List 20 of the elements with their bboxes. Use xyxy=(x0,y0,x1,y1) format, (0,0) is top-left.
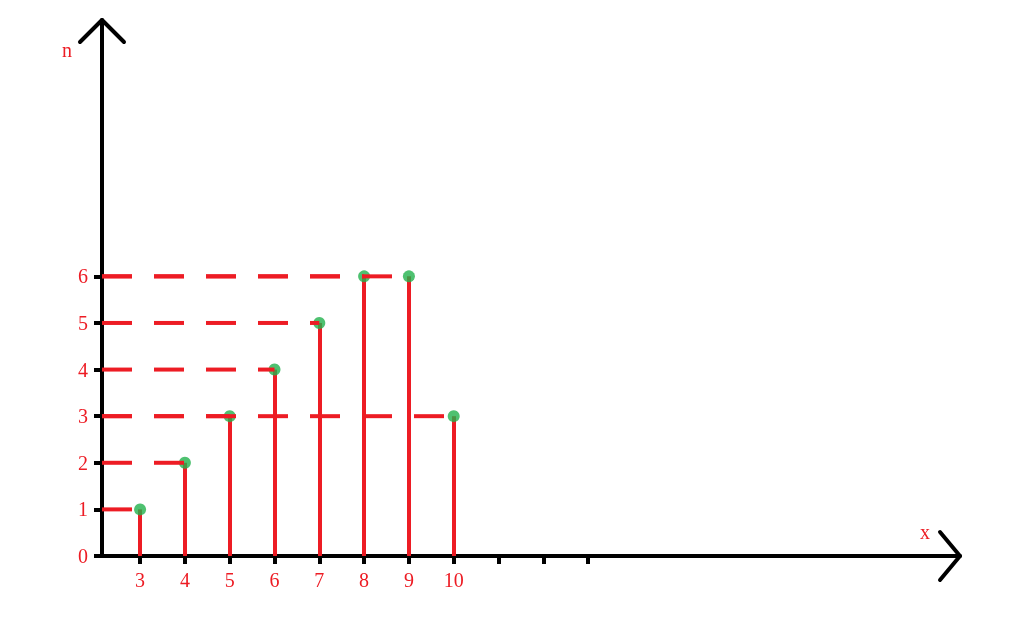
y-tick-label: 3 xyxy=(78,405,88,428)
y-tick-label: 5 xyxy=(78,311,88,334)
y-tick-label: 6 xyxy=(78,265,88,288)
x-tick-label: 7 xyxy=(314,569,325,591)
x-tick-label: 9 xyxy=(403,569,414,591)
x-tick-label: 10 xyxy=(443,569,464,591)
y-axis-title: n xyxy=(62,39,72,61)
x-axis-title: x xyxy=(920,521,930,543)
x-tick-label: 5 xyxy=(224,569,235,591)
y-tick-label: 0 xyxy=(78,545,88,567)
y-tick-label: 2 xyxy=(78,451,88,474)
x-tick-label: 4 xyxy=(179,569,190,591)
point xyxy=(134,503,147,516)
y-tick-label: 1 xyxy=(78,498,88,521)
point xyxy=(402,270,415,283)
y-tick-label: 4 xyxy=(78,358,88,381)
x-tick-label: 6 xyxy=(269,569,280,591)
point xyxy=(447,410,460,423)
x-tick-label: 3 xyxy=(135,569,146,591)
x-tick-label: 8 xyxy=(359,569,370,591)
